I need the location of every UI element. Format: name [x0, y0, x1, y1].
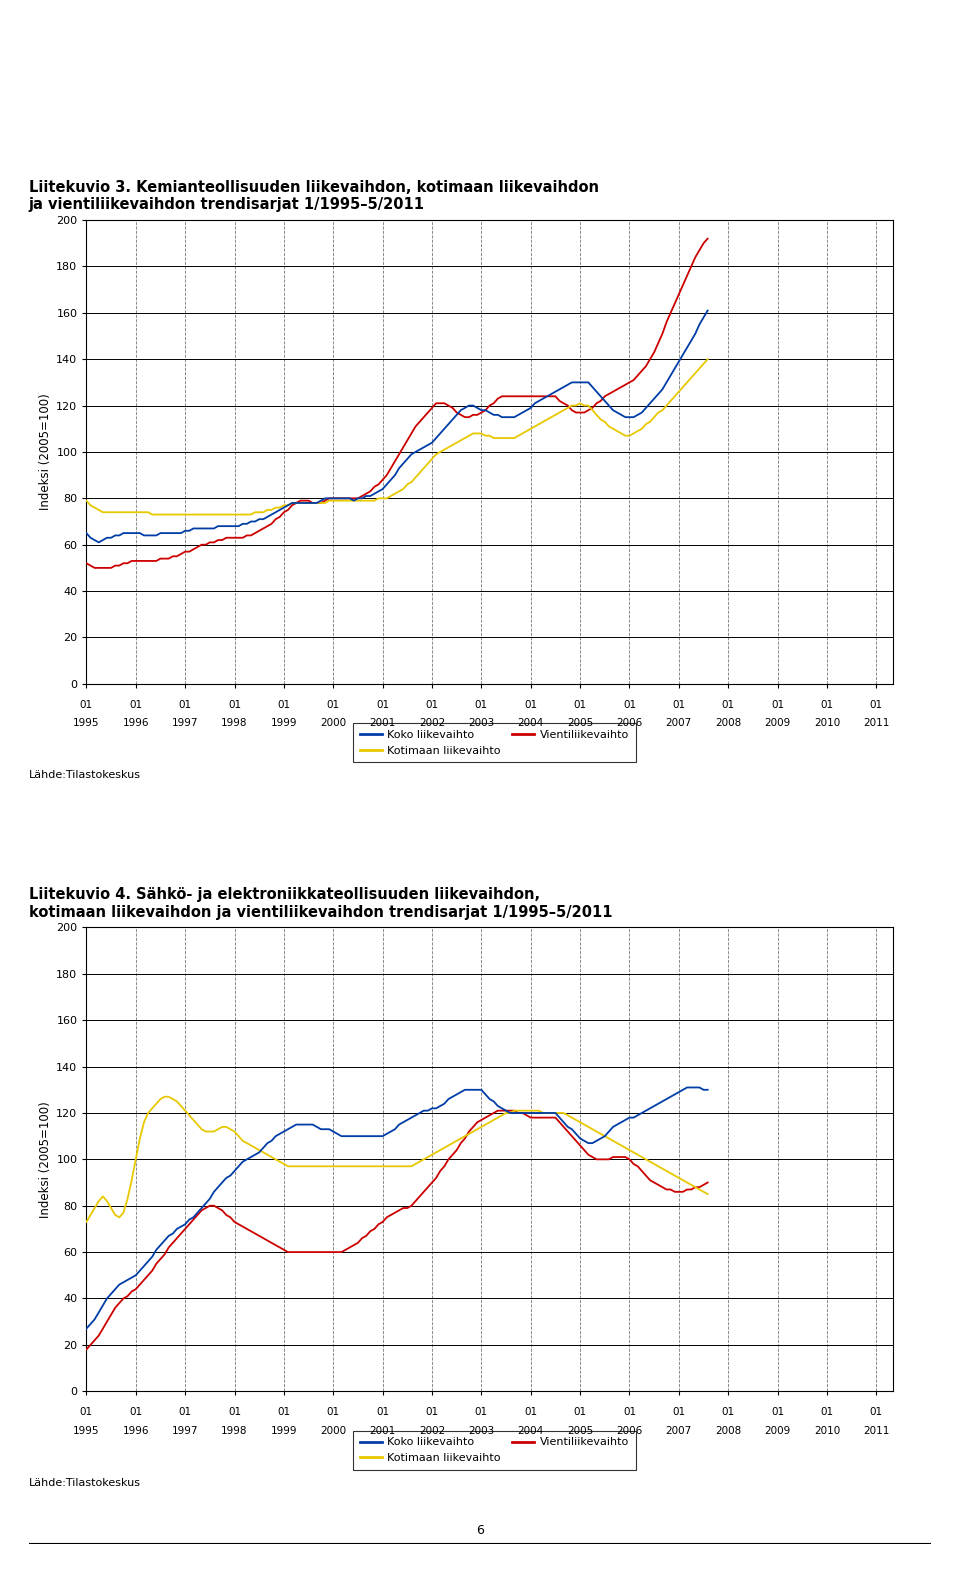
Text: 01: 01	[672, 1407, 685, 1416]
Text: 01: 01	[425, 700, 439, 709]
Text: 01: 01	[722, 700, 734, 709]
Text: 01: 01	[475, 700, 488, 709]
Text: 1999: 1999	[271, 1426, 298, 1435]
Text: 01: 01	[475, 1407, 488, 1416]
Text: 01: 01	[376, 700, 389, 709]
Text: 2005: 2005	[567, 718, 593, 728]
Text: 2011: 2011	[863, 1426, 890, 1435]
Text: Lähde:Tilastokeskus: Lähde:Tilastokeskus	[29, 1478, 141, 1487]
Text: 2009: 2009	[764, 718, 791, 728]
Text: 2003: 2003	[468, 1426, 494, 1435]
Text: 01: 01	[277, 1407, 291, 1416]
Legend: Koko liikevaihto, Kotimaan liikevaihto, Vientiliikevaihto: Koko liikevaihto, Kotimaan liikevaihto, …	[353, 1431, 636, 1470]
Text: 2002: 2002	[419, 1426, 445, 1435]
Text: 1998: 1998	[221, 1426, 248, 1435]
Text: 01: 01	[80, 700, 93, 709]
Text: 01: 01	[573, 700, 587, 709]
Text: 1997: 1997	[172, 1426, 199, 1435]
Text: 01: 01	[228, 1407, 241, 1416]
Text: 01: 01	[524, 700, 538, 709]
Text: 01: 01	[179, 1407, 192, 1416]
Text: 01: 01	[179, 700, 192, 709]
Text: 01: 01	[870, 700, 883, 709]
Text: Lähde:Tilastokeskus: Lähde:Tilastokeskus	[29, 770, 141, 780]
Text: 2002: 2002	[419, 718, 445, 728]
Text: 1995: 1995	[73, 718, 100, 728]
Text: Liitekuvio 4. Sähkö- ja elektroniikkateollisuuden liikevaihdon,
kotimaan liikeva: Liitekuvio 4. Sähkö- ja elektroniikkateo…	[29, 887, 612, 920]
Text: 01: 01	[376, 1407, 389, 1416]
Text: 2000: 2000	[321, 718, 347, 728]
Text: 01: 01	[228, 700, 241, 709]
Text: 01: 01	[130, 1407, 142, 1416]
Text: 2006: 2006	[616, 718, 642, 728]
Text: 1996: 1996	[123, 718, 149, 728]
Text: 2006: 2006	[616, 1426, 642, 1435]
Text: 01: 01	[623, 700, 636, 709]
Text: 1996: 1996	[123, 1426, 149, 1435]
Text: 01: 01	[425, 1407, 439, 1416]
Text: 1997: 1997	[172, 718, 199, 728]
Text: 01: 01	[326, 1407, 340, 1416]
Text: 01: 01	[524, 1407, 538, 1416]
Text: 01: 01	[870, 1407, 883, 1416]
Text: 2009: 2009	[764, 1426, 791, 1435]
Text: 01: 01	[821, 700, 833, 709]
Text: 2004: 2004	[517, 1426, 544, 1435]
Text: 2003: 2003	[468, 718, 494, 728]
Text: 1998: 1998	[221, 718, 248, 728]
Text: 01: 01	[722, 1407, 734, 1416]
Text: 01: 01	[821, 1407, 833, 1416]
Text: 01: 01	[623, 1407, 636, 1416]
Text: 2008: 2008	[715, 718, 741, 728]
Text: 2001: 2001	[370, 718, 396, 728]
Text: 01: 01	[771, 700, 784, 709]
Text: 2001: 2001	[370, 1426, 396, 1435]
Text: 01: 01	[326, 700, 340, 709]
Text: 1995: 1995	[73, 1426, 100, 1435]
Text: 6: 6	[476, 1525, 484, 1537]
Y-axis label: Indeksi (2005=100): Indeksi (2005=100)	[39, 393, 52, 511]
Text: 01: 01	[80, 1407, 93, 1416]
Text: 2011: 2011	[863, 718, 890, 728]
Text: 2007: 2007	[665, 1426, 692, 1435]
Text: 01: 01	[771, 1407, 784, 1416]
Text: 1999: 1999	[271, 718, 298, 728]
Text: 2007: 2007	[665, 718, 692, 728]
Y-axis label: Indeksi (2005=100): Indeksi (2005=100)	[39, 1100, 52, 1218]
Text: 01: 01	[573, 1407, 587, 1416]
Legend: Koko liikevaihto, Kotimaan liikevaihto, Vientiliikevaihto: Koko liikevaihto, Kotimaan liikevaihto, …	[353, 723, 636, 762]
Text: 2004: 2004	[517, 718, 544, 728]
Text: 01: 01	[277, 700, 291, 709]
Text: 2010: 2010	[814, 1426, 840, 1435]
Text: 01: 01	[130, 700, 142, 709]
Text: 2000: 2000	[321, 1426, 347, 1435]
Text: Liitekuvio 3. Kemianteollisuuden liikevaihdon, kotimaan liikevaihdon
ja vientili: Liitekuvio 3. Kemianteollisuuden liikeva…	[29, 179, 599, 212]
Text: 2005: 2005	[567, 1426, 593, 1435]
Text: 2010: 2010	[814, 718, 840, 728]
Text: 01: 01	[672, 700, 685, 709]
Text: 2008: 2008	[715, 1426, 741, 1435]
